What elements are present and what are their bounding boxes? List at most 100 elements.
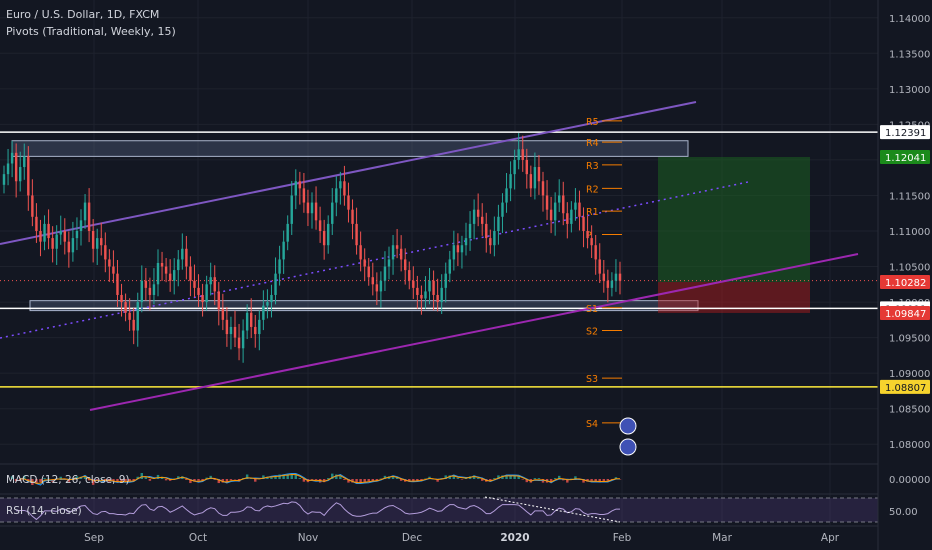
candle-body (428, 280, 431, 292)
macd-bar (476, 478, 480, 479)
candle-body (383, 266, 387, 281)
candle-body (95, 238, 99, 249)
pivot-label-s1: S1 (586, 304, 598, 315)
macd-bar (472, 475, 476, 479)
candle-body (562, 195, 565, 214)
candle (112, 250, 115, 284)
candle (47, 209, 50, 250)
candle-body (148, 287, 152, 295)
candle (278, 245, 281, 286)
candle-body (116, 273, 119, 295)
macd-bar (371, 479, 375, 482)
candle-body (590, 238, 593, 246)
price-tick-label: 1.14000 (889, 14, 930, 25)
candle-body (387, 259, 391, 267)
candle (18, 151, 22, 192)
candle (594, 234, 597, 275)
macd-bar (290, 473, 293, 479)
candle-body (152, 284, 156, 295)
candle-body (505, 188, 508, 203)
macd-bar (517, 475, 520, 479)
macd-bar (501, 475, 504, 479)
macd-bar (201, 479, 204, 481)
candle (164, 258, 168, 283)
pivot-label-r3: R3 (586, 161, 599, 172)
macd-bar (574, 476, 577, 479)
economic-event-icon-1 (619, 438, 637, 456)
candle (249, 298, 253, 339)
macd-bar (614, 477, 618, 479)
candle (79, 209, 83, 246)
candle (416, 275, 419, 309)
candle (428, 267, 431, 305)
rsi-legend[interactable]: RSI (14, close) (6, 505, 82, 517)
candle (521, 135, 524, 172)
candle (51, 226, 54, 263)
candle-body (51, 238, 54, 249)
macd-bar (225, 479, 229, 483)
candle-body (493, 231, 496, 246)
macd-bar (489, 479, 492, 482)
macd-bar (566, 479, 569, 483)
candle-body (476, 209, 480, 217)
candle (83, 194, 87, 229)
candle (314, 186, 318, 230)
macd-bar (513, 475, 516, 479)
macd-bar (95, 479, 99, 480)
candle-body (456, 245, 460, 253)
candle-body (286, 223, 289, 242)
candle (14, 143, 18, 198)
macd-bar (116, 479, 119, 483)
candle-body (83, 202, 87, 221)
macd-bar (262, 475, 265, 479)
candle-body (229, 326, 233, 335)
candle-body (209, 277, 212, 285)
candle (355, 207, 358, 255)
macd-bar (91, 479, 95, 485)
macd-bar (444, 475, 447, 479)
candle-body (294, 181, 298, 196)
candle-body (112, 266, 115, 274)
candle-body (618, 273, 622, 281)
candle-body (181, 248, 184, 260)
price-tick-label: 1.13500 (889, 49, 930, 60)
pivot-label-p: P (586, 231, 592, 242)
candle-body (124, 302, 127, 313)
candle (193, 264, 196, 298)
candle-body (108, 259, 111, 267)
macd-line (20, 473, 620, 486)
candle-body (31, 195, 34, 217)
candle (189, 256, 192, 297)
macd-bar (156, 474, 160, 479)
macd-bar (456, 478, 460, 479)
candle-body (452, 245, 456, 260)
macd-bar (136, 476, 139, 479)
event-flag-icon (619, 417, 637, 435)
candle-body (343, 181, 346, 196)
candle-body (217, 291, 221, 310)
candle (270, 284, 273, 318)
macd-bar (43, 478, 46, 479)
candle-body (533, 167, 537, 189)
candle-body (367, 266, 370, 278)
pivots-legend[interactable]: Pivots (Traditional, Weekly, 15) (6, 25, 176, 38)
channel-mid-line (0, 181, 749, 339)
candle (168, 259, 172, 292)
candle (424, 276, 427, 309)
candle (391, 234, 395, 275)
candle (541, 171, 545, 212)
candle (545, 180, 549, 220)
macd-bar (375, 479, 379, 481)
candle (120, 283, 123, 317)
candle (128, 298, 131, 331)
candle-body (104, 245, 107, 260)
macd-legend[interactable]: MACD (12, 26, close, 9) (6, 474, 130, 486)
symbol-legend[interactable]: Euro / U.S. Dollar, 1D, FXCM (6, 8, 160, 21)
macd-bar (359, 479, 362, 484)
candle-body (197, 287, 200, 295)
candle (254, 315, 257, 348)
price-label-1-12041: 1.12041 (880, 150, 930, 165)
candle (274, 257, 277, 305)
